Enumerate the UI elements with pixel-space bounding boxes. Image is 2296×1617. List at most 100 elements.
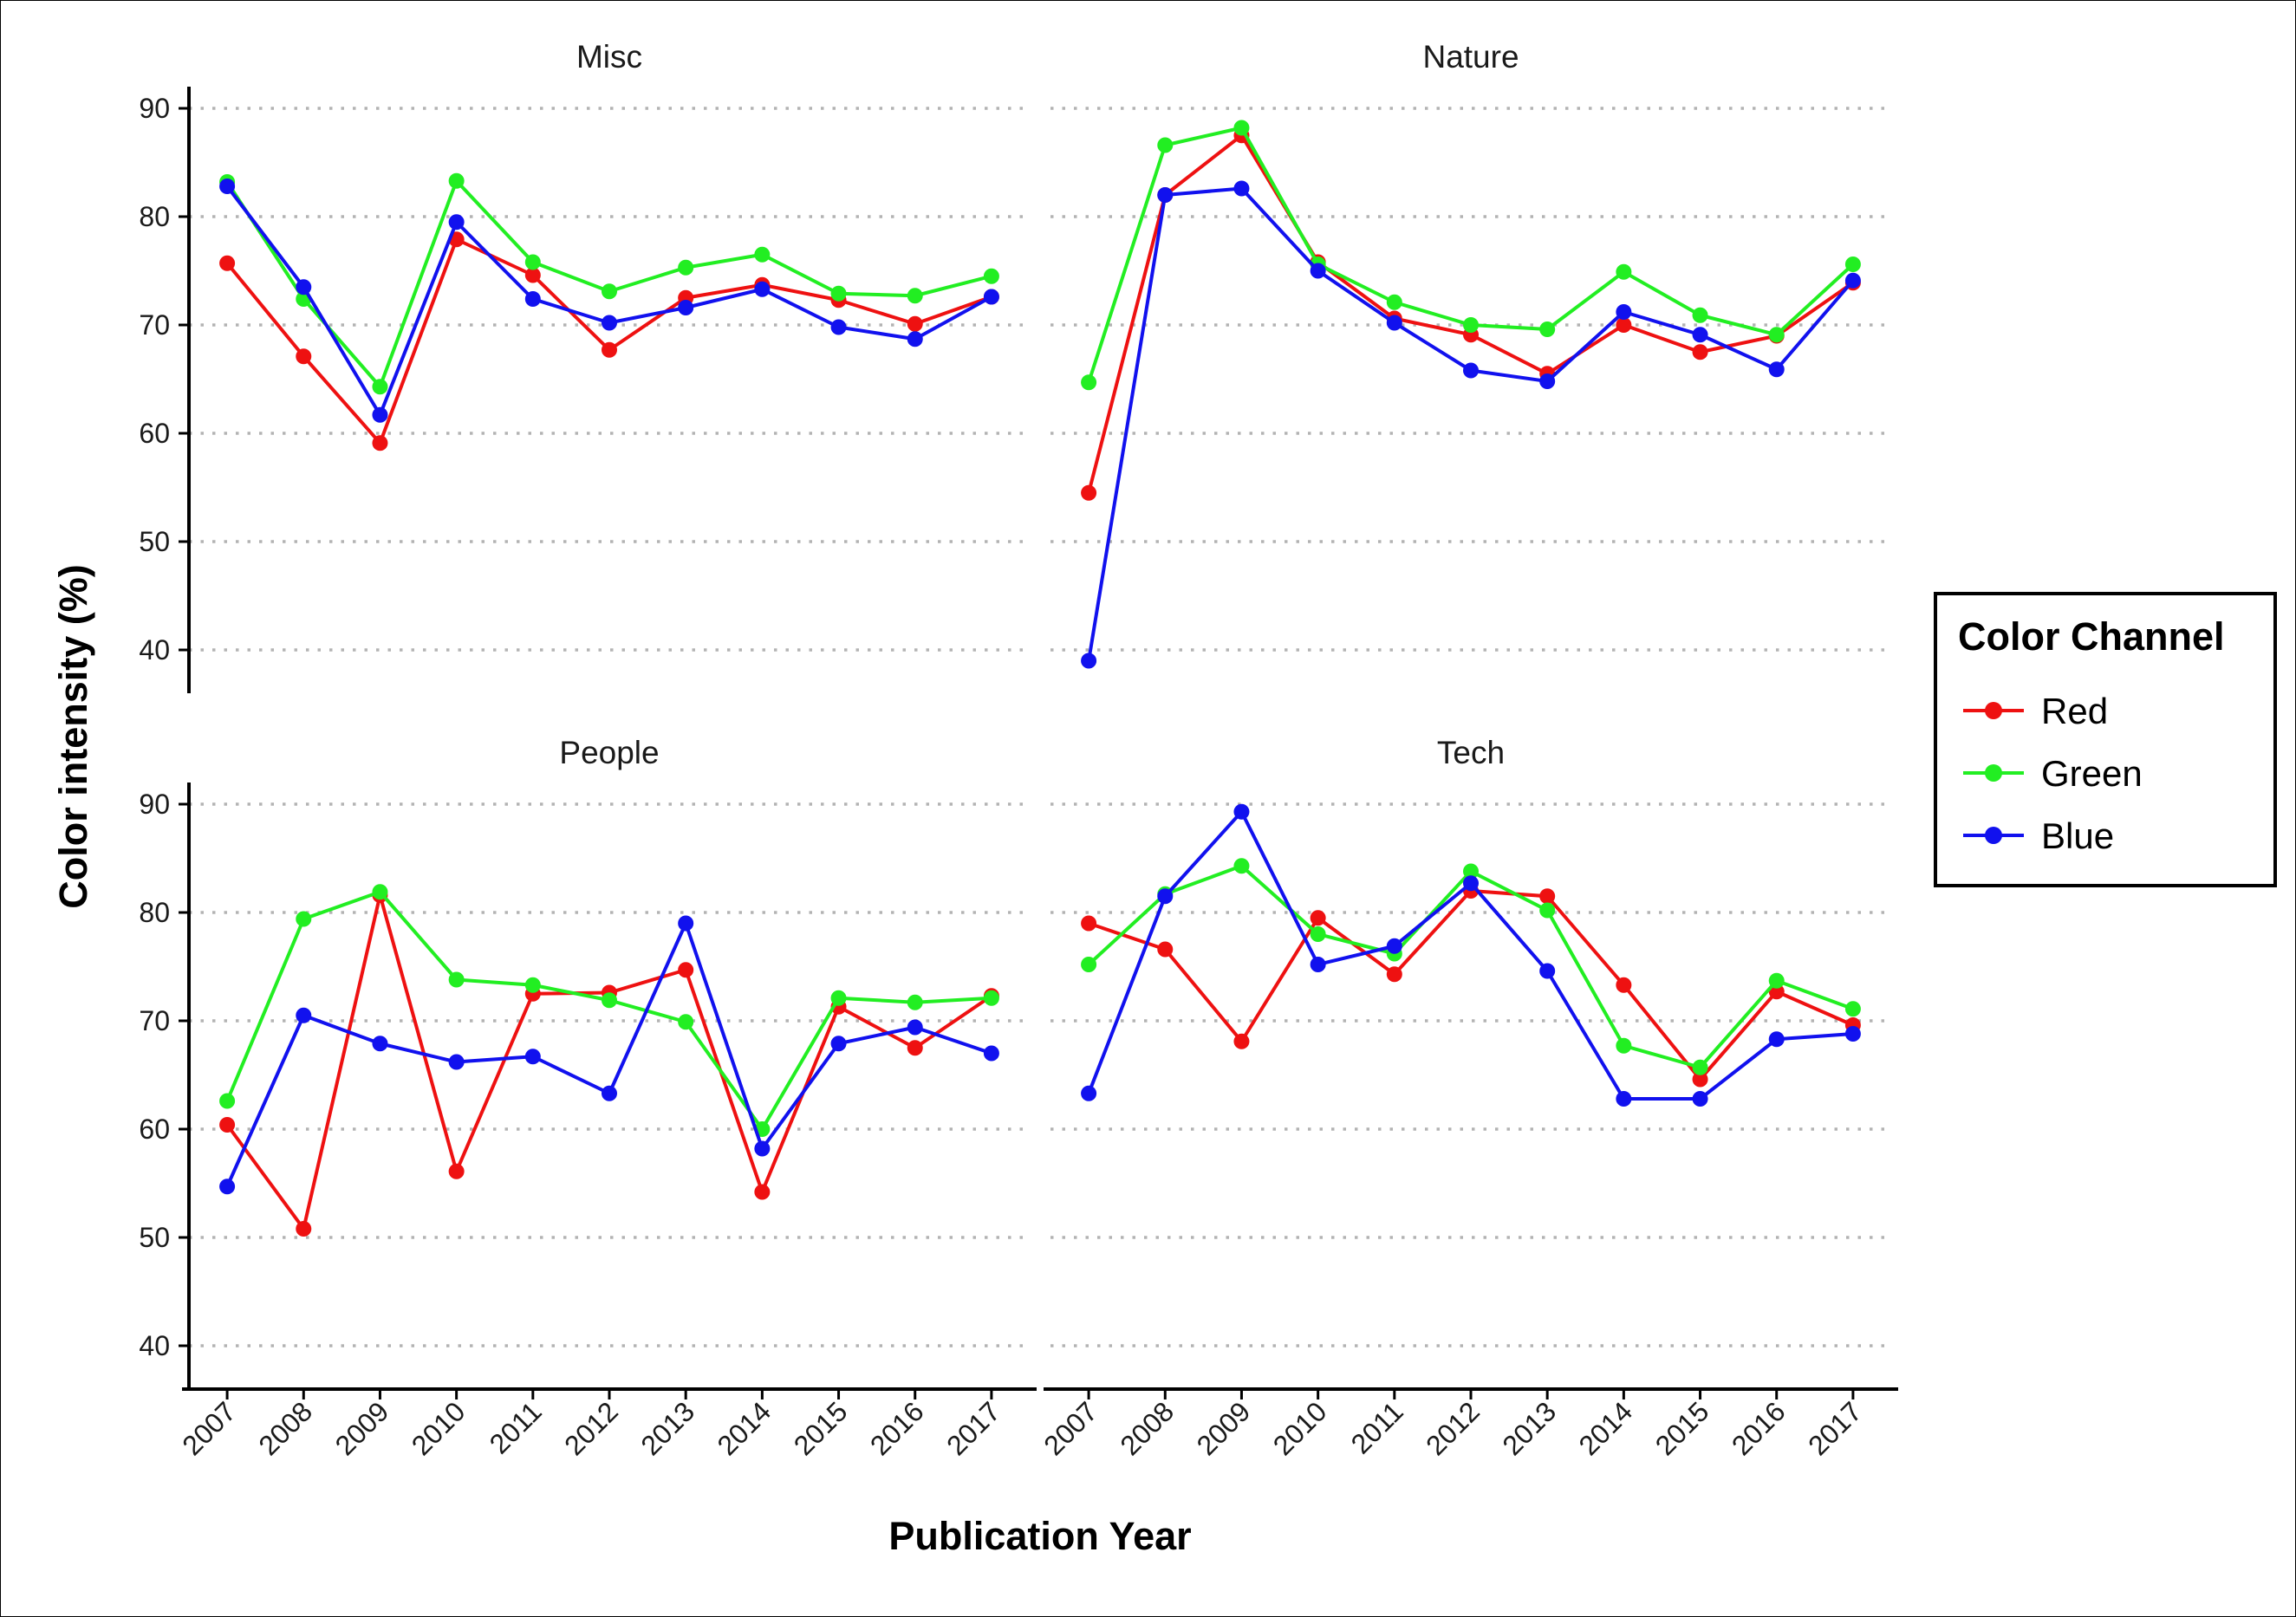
- y-tick-label-people-50: 50: [139, 1222, 170, 1253]
- panel-title-people: People: [559, 735, 659, 770]
- point-people-green-2016: [907, 994, 923, 1010]
- point-nature-blue-2009: [1233, 180, 1250, 197]
- point-misc-blue-2012: [602, 315, 617, 331]
- point-tech-green-2007: [1081, 957, 1097, 972]
- point-nature-blue-2008: [1157, 187, 1174, 203]
- point-tech-green-2010: [1310, 926, 1326, 942]
- x-tick-label-people-2016: 2016: [864, 1395, 930, 1461]
- point-misc-red-2007: [219, 255, 236, 271]
- y-tick-label-misc-40: 40: [139, 634, 170, 666]
- point-people-green-2017: [983, 990, 999, 1006]
- point-tech-red-2007: [1081, 915, 1097, 932]
- point-people-red-2013: [678, 962, 694, 978]
- y-tick-label-misc-90: 90: [139, 93, 170, 124]
- x-tick-label-people-2009: 2009: [329, 1395, 395, 1461]
- point-misc-red-2016: [907, 315, 923, 332]
- point-nature-green-2014: [1616, 263, 1632, 280]
- point-nature-red-2014: [1616, 317, 1632, 333]
- point-nature-blue-2010: [1310, 263, 1326, 279]
- x-tick-label-people-2013: 2013: [634, 1395, 700, 1461]
- point-misc-blue-2010: [448, 214, 465, 231]
- panel-nature: Nature: [1050, 39, 1891, 669]
- point-misc-green-2010: [448, 172, 465, 189]
- point-nature-green-2013: [1539, 321, 1556, 337]
- legend-label-red: Red: [2041, 691, 2108, 731]
- point-tech-green-2012: [1463, 863, 1479, 880]
- x-tick-label-tech-2007: 2007: [1037, 1395, 1103, 1461]
- point-tech-green-2017: [1844, 1001, 1861, 1017]
- series-line-misc-blue: [225, 185, 992, 417]
- point-misc-blue-2008: [296, 279, 312, 295]
- point-tech-blue-2017: [1844, 1026, 1861, 1042]
- point-people-blue-2013: [678, 915, 694, 932]
- point-people-green-2009: [372, 884, 388, 900]
- series-line-nature-red: [1087, 133, 1855, 494]
- x-tick-label-tech-2012: 2012: [1420, 1395, 1486, 1461]
- point-misc-green-2017: [983, 268, 999, 284]
- point-misc-blue-2017: [983, 289, 999, 305]
- point-nature-blue-2011: [1386, 315, 1402, 331]
- point-tech-green-2015: [1692, 1059, 1708, 1075]
- x-tick-label-tech-2015: 2015: [1649, 1395, 1715, 1461]
- point-misc-blue-2014: [754, 281, 771, 297]
- point-misc-red-2008: [296, 348, 312, 365]
- point-people-green-2007: [219, 1093, 236, 1109]
- series-line-nature-blue: [1087, 186, 1855, 661]
- point-tech-blue-2014: [1616, 1091, 1632, 1107]
- point-people-green-2012: [602, 992, 617, 1009]
- point-people-red-2010: [448, 1163, 465, 1179]
- legend-marker-blue: [1985, 827, 2002, 844]
- x-tick-label-people-2014: 2014: [712, 1395, 777, 1461]
- legend: Color Channel Red Green Blue: [1934, 592, 2277, 887]
- point-people-blue-2012: [602, 1085, 617, 1101]
- y-tick-label-misc-50: 50: [139, 526, 170, 557]
- point-nature-green-2017: [1844, 257, 1861, 272]
- y-tick-label-people-70: 70: [139, 1005, 170, 1036]
- panel-misc: Misc 40 50 60 70 80 90: [139, 39, 1030, 693]
- point-tech-blue-2007: [1081, 1085, 1097, 1101]
- x-tick-label-people-2008: 2008: [252, 1395, 318, 1461]
- y-tick-label-misc-70: 70: [139, 309, 170, 341]
- legend-marker-red: [1985, 702, 2002, 719]
- point-tech-green-2016: [1768, 972, 1785, 989]
- x-tick-label-people-2011: 2011: [484, 1395, 548, 1459]
- point-people-green-2008: [296, 911, 312, 927]
- point-nature-red-2007: [1081, 484, 1097, 501]
- legend-entries: Red Green Blue: [1963, 691, 2143, 856]
- panels-layer: Misc 40 50 60 70 80 90 Nature People 40 50 60 70 80 90…: [139, 39, 1898, 1461]
- x-tick-label-people-2012: 2012: [558, 1395, 624, 1461]
- x-tick-label-people-2007: 2007: [176, 1395, 242, 1461]
- point-nature-green-2016: [1768, 327, 1785, 343]
- point-tech-green-2013: [1539, 902, 1556, 919]
- x-axis-title: Publication Year: [888, 1514, 1191, 1558]
- point-tech-red-2009: [1233, 1033, 1250, 1049]
- point-misc-green-2012: [602, 283, 617, 300]
- x-tick-label-tech-2014: 2014: [1573, 1395, 1639, 1461]
- point-people-red-2007: [219, 1117, 236, 1133]
- point-tech-blue-2010: [1310, 957, 1326, 972]
- x-tick-label-tech-2017: 2017: [1802, 1395, 1868, 1461]
- point-misc-green-2016: [907, 288, 923, 304]
- point-people-blue-2014: [754, 1140, 771, 1157]
- point-tech-blue-2008: [1157, 888, 1174, 905]
- point-nature-green-2009: [1233, 120, 1250, 136]
- point-misc-green-2013: [678, 259, 694, 276]
- point-tech-red-2014: [1616, 977, 1632, 993]
- point-people-blue-2007: [219, 1179, 236, 1195]
- point-misc-red-2012: [602, 341, 617, 358]
- point-misc-blue-2007: [219, 179, 236, 194]
- point-tech-blue-2016: [1768, 1031, 1785, 1048]
- point-tech-blue-2013: [1539, 963, 1556, 979]
- y-tick-label-misc-80: 80: [139, 201, 170, 232]
- y-tick-label-people-90: 90: [139, 789, 170, 820]
- x-tick-label-people-2015: 2015: [788, 1395, 854, 1461]
- point-misc-red-2011: [524, 267, 541, 283]
- point-people-blue-2016: [907, 1019, 923, 1036]
- x-tick-label-tech-2011: 2011: [1345, 1395, 1409, 1459]
- point-tech-red-2011: [1386, 966, 1402, 983]
- point-tech-blue-2011: [1386, 938, 1402, 954]
- point-nature-green-2012: [1463, 317, 1479, 333]
